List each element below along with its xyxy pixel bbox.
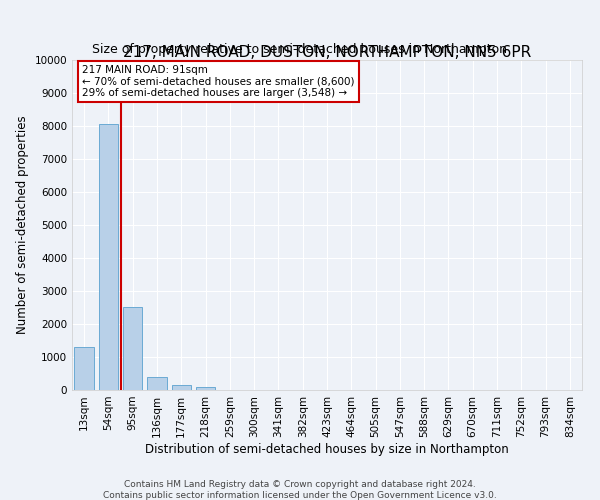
Title: 217, MAIN ROAD, DUSTON, NORTHAMPTON, NN5 6PR: 217, MAIN ROAD, DUSTON, NORTHAMPTON, NN5… xyxy=(123,45,531,60)
Bar xyxy=(172,385,191,390)
Bar xyxy=(123,306,142,390)
Bar xyxy=(147,378,167,390)
Bar xyxy=(196,388,215,390)
Bar xyxy=(74,347,94,390)
Y-axis label: Number of semi-detached properties: Number of semi-detached properties xyxy=(16,116,29,334)
Bar xyxy=(99,124,118,390)
Text: 217 MAIN ROAD: 91sqm
← 70% of semi-detached houses are smaller (8,600)
29% of se: 217 MAIN ROAD: 91sqm ← 70% of semi-detac… xyxy=(82,65,355,98)
Text: Size of property relative to semi-detached houses in Northampton: Size of property relative to semi-detach… xyxy=(92,42,508,56)
X-axis label: Distribution of semi-detached houses by size in Northampton: Distribution of semi-detached houses by … xyxy=(145,442,509,456)
Text: Contains HM Land Registry data © Crown copyright and database right 2024.
Contai: Contains HM Land Registry data © Crown c… xyxy=(103,480,497,500)
